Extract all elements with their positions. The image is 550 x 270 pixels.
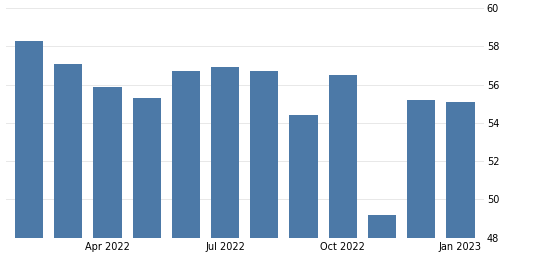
Bar	[172, 71, 200, 238]
Bar	[94, 86, 122, 238]
Bar	[211, 68, 239, 238]
Bar	[133, 98, 161, 238]
Bar	[447, 102, 475, 238]
Bar	[54, 63, 82, 238]
Bar	[407, 100, 436, 238]
Bar	[15, 40, 43, 238]
Bar	[329, 75, 357, 238]
Bar	[250, 71, 278, 238]
Bar	[368, 215, 396, 238]
Bar	[289, 115, 318, 238]
